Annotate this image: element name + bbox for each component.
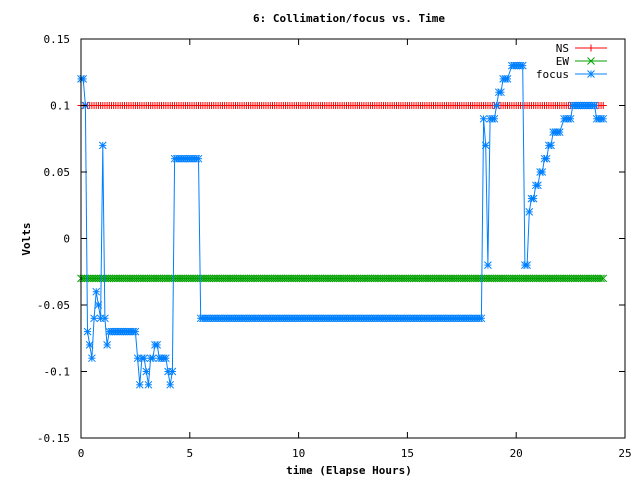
data-point-focus [85, 341, 94, 349]
y-tick-label: -0.1 [44, 366, 71, 379]
data-point-focus [534, 181, 542, 190]
data-point-focus [148, 354, 157, 363]
data-point-focus [168, 367, 177, 376]
data-point-focus [479, 114, 488, 123]
chart-title: 6: Collimation/focus vs. Time [253, 12, 445, 25]
series-NS [77, 102, 607, 109]
x-tick-label: 20 [510, 447, 523, 460]
y-axis-label: Volts [20, 222, 33, 255]
x-tick-label: 5 [186, 447, 193, 460]
data-point-focus [162, 354, 170, 363]
data-point-focus [590, 101, 599, 110]
data-point-focus [153, 341, 162, 349]
data-point-focus [92, 287, 101, 296]
x-tick-label: 0 [78, 447, 85, 460]
data-point-focus [503, 75, 512, 83]
data-point-focus [497, 88, 505, 97]
data-point-focus [529, 194, 538, 203]
data-point-focus [547, 141, 555, 150]
data-point-focus [98, 141, 107, 150]
legend-label-focus: focus [536, 68, 569, 81]
x-axis: 0 5 10 15 20 25 [78, 39, 632, 460]
data-point-focus [481, 141, 490, 150]
legend-marker-NS [587, 44, 595, 52]
y-axis: -0.15 -0.1 -0.05 0 0.05 0.1 0.15 [37, 33, 625, 445]
data-point-focus [140, 354, 148, 363]
data-point-focus [492, 101, 501, 110]
data-point-focus [542, 154, 551, 163]
data-point-focus [194, 154, 203, 163]
data-point-focus [101, 314, 109, 323]
data-point-focus [131, 327, 140, 336]
data-point-focus [88, 354, 96, 363]
plot-area [77, 38, 626, 439]
data-point-EW [597, 274, 605, 283]
series-line-focus [81, 65, 604, 385]
y-tick-label: -0.05 [37, 299, 70, 312]
legend-label-EW: EW [556, 55, 570, 68]
y-tick-label: 0.05 [44, 166, 71, 179]
data-point-focus [166, 380, 175, 389]
data-point-focus [555, 128, 564, 136]
series-EW [77, 274, 608, 283]
data-point-focus [90, 314, 98, 323]
y-tick-label: 0.15 [44, 33, 71, 46]
data-point-focus [523, 261, 531, 269]
y-tick-label: 0 [63, 233, 70, 246]
data-point-focus [135, 380, 144, 389]
data-point-focus [142, 367, 151, 376]
data-point-focus [94, 301, 103, 309]
x-tick-label: 25 [618, 447, 631, 460]
data-point-focus [477, 314, 486, 323]
data-point-focus [525, 208, 534, 216]
series-layer [77, 61, 608, 389]
data-point-focus [518, 61, 527, 70]
data-point-focus [103, 341, 111, 349]
data-point-focus [490, 114, 499, 123]
data-point-focus [538, 168, 547, 176]
data-point-EW [599, 274, 608, 283]
data-point-focus [83, 327, 92, 336]
data-point-NS [599, 102, 607, 109]
legend-marker-EW [587, 57, 595, 65]
series-focus [77, 61, 608, 389]
data-point-focus [566, 114, 575, 123]
x-axis-label: time (Elapse Hours) [286, 464, 412, 477]
x-tick-label: 10 [292, 447, 305, 460]
legend-marker-focus [587, 70, 595, 78]
plot-frame [80, 38, 626, 439]
legend-label-NS: NS [556, 42, 569, 55]
y-tick-label: -0.15 [37, 432, 70, 445]
data-point-focus [144, 380, 153, 389]
y-tick-label: 0.1 [50, 100, 70, 113]
data-point-focus [599, 114, 608, 123]
data-point-focus [484, 261, 492, 269]
x-tick-label: 15 [401, 447, 414, 460]
